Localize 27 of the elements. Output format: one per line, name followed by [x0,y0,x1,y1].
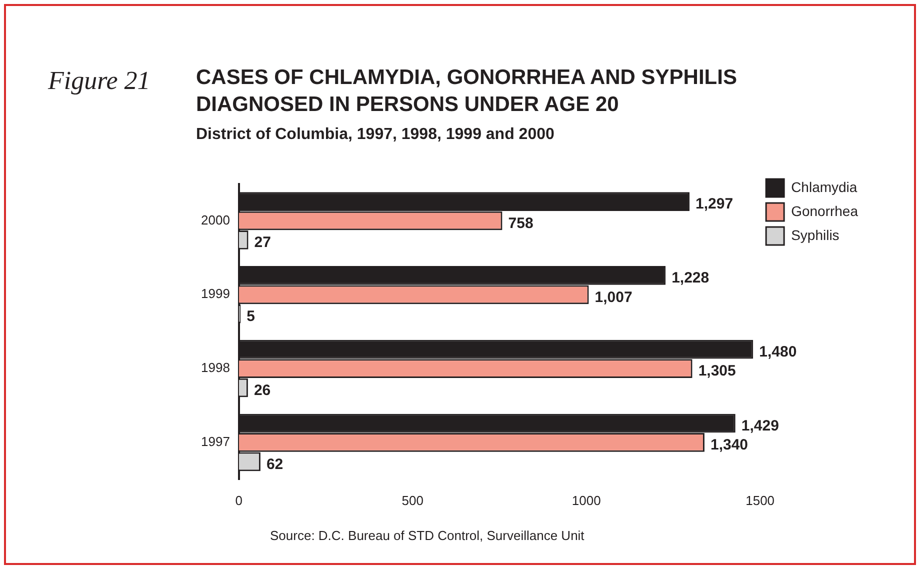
y-tick-label: 1998 [201,360,230,376]
data-label: 1,340 [710,436,748,454]
data-label: 1,007 [594,288,632,306]
data-label: 1,429 [741,417,779,434]
data-label: 26 [254,382,271,399]
data-label: 1,228 [672,270,710,287]
data-label: 1,480 [759,343,797,360]
source-note: Source: D.C. Bureau of STD Control, Surveillance Unit [270,528,584,543]
data-label: 27 [254,234,271,252]
x-tick-label: 1500 [746,492,775,508]
y-tick-label: 1997 [201,434,230,450]
data-label: 5 [246,308,255,326]
legend-label: Gonorrhea [791,202,858,219]
data-label: 1,305 [698,362,736,380]
y-tick-label: 1999 [201,286,230,302]
chart-title: CASES OF CHLAMYDIA, GONORRHEA AND SYPHILIS DIAGNOSED IN PERSONS UNDER AGE 20 [196,65,738,118]
data-label: 758 [508,214,534,232]
y-tick-label: 2000 [201,212,230,228]
data-label: 1,297 [696,196,734,213]
legend-label: Chlamydia [791,178,858,195]
data-label: 62 [266,456,284,473]
caption: Figure 21 [48,66,150,96]
x-tick-label: 0 [235,492,243,508]
x-tick-label: 1000 [572,492,601,508]
x-tick-label: 500 [402,492,424,508]
legend-label: Syphilis [791,226,840,243]
chart-subtitle: District of Columbia, 1997, 1998, 1999 and 2000 [196,126,554,144]
